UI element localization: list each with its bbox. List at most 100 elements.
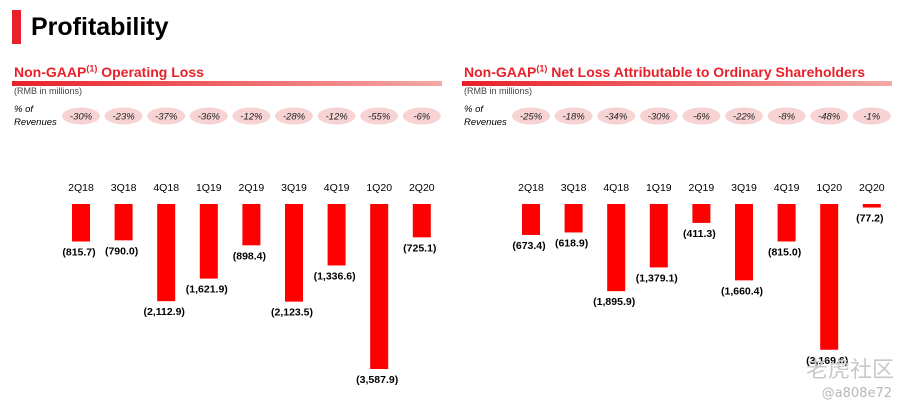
pct-value: -22% xyxy=(733,112,756,123)
pct-row-label-line2: Revenues xyxy=(464,117,507,128)
value-label: (673.4) xyxy=(512,240,545,252)
pct-value: -8% xyxy=(778,112,795,123)
category-label: 1Q20 xyxy=(366,182,392,194)
bar xyxy=(735,204,753,281)
bar xyxy=(72,204,90,242)
category-label: 4Q18 xyxy=(603,182,629,194)
pct-pill xyxy=(554,107,593,125)
pct-row-label: % of Revenues xyxy=(14,103,57,129)
bar xyxy=(370,204,389,369)
category-label: 3Q19 xyxy=(731,182,757,194)
watermark: 老虎社区 xyxy=(805,358,894,383)
bar xyxy=(777,204,796,242)
category-label: 2Q19 xyxy=(239,182,265,194)
bar xyxy=(285,204,303,302)
value-label: (898.4) xyxy=(233,250,266,262)
value-label: (2,112.9) xyxy=(143,306,184,318)
category-label: 3Q19 xyxy=(281,182,307,194)
pct-pill xyxy=(682,107,721,125)
panel-title: Non-GAAP(1) Operating Loss xyxy=(14,64,204,80)
pct-value: -34% xyxy=(605,112,628,123)
value-label: (3,587.9) xyxy=(356,374,398,386)
pct-value: -6% xyxy=(693,112,710,123)
panel-unit: (RMB in millions) xyxy=(464,86,533,96)
pct-value: -48% xyxy=(818,112,841,123)
watermark-handle: @a808e72 xyxy=(821,386,892,401)
value-label: (618.9) xyxy=(555,237,588,249)
category-label: 4Q19 xyxy=(324,182,350,194)
pct-row-label-line1: % of xyxy=(464,104,484,115)
pct-value: -12% xyxy=(240,112,263,123)
panel-title-footnote: (1) xyxy=(86,63,98,74)
bar xyxy=(564,204,583,233)
pct-value: -6% xyxy=(413,112,430,123)
bar xyxy=(327,204,346,266)
panel-rule xyxy=(462,81,892,86)
panel-title: Non-GAAP(1) Net Loss Attributable to Ord… xyxy=(464,64,865,80)
bar xyxy=(114,204,133,241)
bar xyxy=(607,204,626,292)
value-label: (2,123.5) xyxy=(271,307,313,319)
pct-value: -30% xyxy=(70,112,93,123)
category-label: 4Q19 xyxy=(774,182,800,194)
net-loss-chart: -25% 2Q18 (673.4) -18% 3Q18 (618.9) -34% 4Q18 (1… xyxy=(512,107,891,367)
category-label: 2Q18 xyxy=(68,182,94,194)
pct-pill xyxy=(104,107,143,125)
category-label: 2Q18 xyxy=(518,182,544,194)
pct-value: -28% xyxy=(283,112,306,123)
bar xyxy=(862,204,881,208)
value-label: (725.1) xyxy=(403,242,436,254)
pct-pill xyxy=(147,107,186,125)
value-label: (77.2) xyxy=(856,213,883,225)
value-label: (790.0) xyxy=(105,245,138,257)
value-label: (411.3) xyxy=(683,228,716,240)
panel-operating-loss: Non-GAAP(1) Operating Loss (RMB in milli… xyxy=(12,60,452,418)
value-label: (3,169.6) xyxy=(806,355,848,367)
page-title: Profitability xyxy=(31,13,169,41)
pct-pill xyxy=(767,107,806,125)
pct-row-label: % of Revenues xyxy=(464,103,507,129)
pct-value: -1% xyxy=(863,112,880,123)
category-label: 2Q20 xyxy=(409,182,435,194)
bar xyxy=(412,204,431,238)
bar xyxy=(522,204,540,235)
category-label: 1Q19 xyxy=(196,182,222,194)
bar xyxy=(199,204,218,279)
pct-pill xyxy=(360,107,399,125)
bar xyxy=(242,204,261,246)
value-label: (1,379.1) xyxy=(636,272,678,284)
pct-pill xyxy=(402,107,441,125)
pct-pill xyxy=(62,107,100,125)
category-label: 3Q18 xyxy=(561,182,587,194)
title-accent-bar xyxy=(12,10,21,44)
category-label: 2Q20 xyxy=(859,182,885,194)
operating-loss-chart: -30% 2Q18 (815.7) -23% 3Q18 (790.0) -37% 4Q18 (2… xyxy=(62,107,441,386)
panel-title-footnote: (1) xyxy=(536,63,548,74)
pct-value: -37% xyxy=(155,112,178,123)
category-label: 3Q18 xyxy=(111,182,137,194)
bar xyxy=(692,204,711,223)
value-label: (1,895.9) xyxy=(593,296,635,308)
pct-pill xyxy=(639,107,678,125)
pct-value: -18% xyxy=(563,112,586,123)
pct-value: -30% xyxy=(648,112,671,123)
pct-value: -23% xyxy=(113,112,136,123)
pct-pill xyxy=(597,107,636,125)
value-label: (1,660.4) xyxy=(721,285,763,297)
panel-title-prefix: Non-GAAP xyxy=(14,64,87,80)
pct-value: -25% xyxy=(520,112,543,123)
pct-pill xyxy=(317,107,356,125)
value-label: (815.0) xyxy=(768,246,801,258)
pct-pill xyxy=(232,107,271,125)
value-label: (1,621.9) xyxy=(186,284,228,296)
category-label: 2Q19 xyxy=(689,182,715,194)
pct-value: -55% xyxy=(368,112,391,123)
bar xyxy=(649,204,668,268)
panel-rule xyxy=(12,81,442,86)
panel-net-loss: Non-GAAP(1) Net Loss Attributable to Ord… xyxy=(462,60,902,418)
category-label: 4Q18 xyxy=(153,182,179,194)
category-label: 1Q20 xyxy=(816,182,842,194)
pct-pill xyxy=(810,107,849,125)
pct-value: -36% xyxy=(198,112,221,123)
value-label: (815.7) xyxy=(62,247,95,259)
